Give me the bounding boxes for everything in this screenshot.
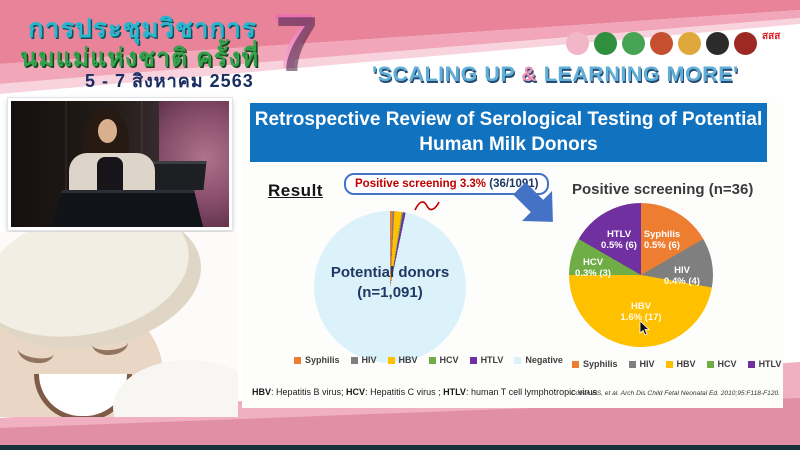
legend-swatch xyxy=(747,360,755,368)
baby-photo xyxy=(0,232,238,417)
stage-panel-line xyxy=(65,101,67,227)
video-frame xyxy=(11,101,229,227)
slice-label-hcv: HCV 0.3% (3) xyxy=(575,257,611,280)
slide-title: Retrospective Review of Serological Test… xyxy=(250,103,767,163)
legend-swatch xyxy=(706,360,714,368)
presenter-video xyxy=(8,98,232,230)
slice-label-syphilis: Syphilis 0.5% (6) xyxy=(643,229,681,252)
legend-item-negative: Negative xyxy=(514,355,563,365)
legend-swatch xyxy=(387,356,395,364)
legend-swatch xyxy=(665,360,673,368)
conference-date: 5 - 7 สิงหาคม 2563 xyxy=(85,71,254,91)
result-heading: Result xyxy=(268,181,323,200)
thai-health-logo: สสส xyxy=(762,31,781,42)
pie1-center-label: Potential donors (n=1,091) xyxy=(330,264,450,301)
arrow-down-right-icon xyxy=(513,182,553,222)
presenter-face xyxy=(98,119,117,143)
legend-swatch xyxy=(469,356,477,364)
pie2-title: Positive screening (n=36) xyxy=(572,181,754,198)
positive-screening-callout: Positive screening 3.3% (36/1091) xyxy=(344,173,550,195)
conference-title-line1: การประชุมวิชาการ xyxy=(28,13,257,43)
presentation-slide: Retrospective Review of Serological Test… xyxy=(242,97,783,408)
citation: Cohen RS, et al. Arch Dis Child Fetal Ne… xyxy=(570,390,780,397)
legend-item-syphilis: Syphilis xyxy=(294,355,340,365)
legend-item-hbv: HBV xyxy=(665,359,696,369)
royal-college-logo xyxy=(650,32,673,55)
legend-item-hbv: HBV xyxy=(387,355,418,365)
legend-item-htlv: HTLV xyxy=(469,355,503,365)
legend-swatch xyxy=(514,356,522,364)
legend-item-htlv: HTLV xyxy=(747,359,781,369)
legend-item-hiv: HIV xyxy=(350,355,377,365)
bottom-dark-bar xyxy=(0,445,800,450)
slice-label-hiv: HIV 0.4% (4) xyxy=(664,265,700,288)
legend-swatch xyxy=(572,360,579,368)
conference-title-line2: นมแม่แห่งชาติ ครั้งที่ xyxy=(20,44,259,72)
legend-item-hcv: HCV xyxy=(706,359,737,369)
nursing-council-logo xyxy=(734,32,757,55)
public-health-ministry-logo xyxy=(622,32,645,55)
legend-swatch xyxy=(350,356,358,364)
legend-item-hcv: HCV xyxy=(428,355,459,365)
legend-swatch xyxy=(628,360,636,368)
callout-highlight: Positive screening 3.3% xyxy=(355,178,487,190)
legend-item-syphilis: Syphilis xyxy=(572,359,618,369)
slide-footnote: HBV: Hepatitis B virus; HCV: Hepatitis C… xyxy=(252,387,598,397)
edition-number: 7 xyxy=(272,0,316,85)
callout-pointer-brace xyxy=(414,201,440,211)
university-emblem-logo xyxy=(706,32,729,55)
legend-potential-donors: Syphilis HIV HBV HCV HTLV Negative xyxy=(294,355,563,365)
conference-tagline: 'SCALING UP & LEARNING MORE' xyxy=(372,62,739,86)
breastfeeding-foundation-logo xyxy=(566,32,589,55)
slice-label-htlv: HTLV 0.5% (6) xyxy=(601,229,637,252)
legend-swatch xyxy=(428,356,436,364)
organizer-logos: สสส xyxy=(566,32,780,55)
health-department-logo xyxy=(594,32,617,55)
pediatric-society-logo xyxy=(678,32,701,55)
mouse-cursor-icon xyxy=(639,321,650,336)
pie-chart-positive-screening: Syphilis 0.5% (6) HIV 0.4% (4) HBV 1.6% (17) H… xyxy=(569,203,713,347)
legend-item-hiv: HIV xyxy=(628,359,655,369)
podium xyxy=(53,190,203,227)
pie-chart-potential-donors: Potential donors (n=1,091) xyxy=(314,211,466,363)
slice-label-hbv: HBV 1.6% (17) xyxy=(620,301,662,324)
legend-positive-screening: Syphilis HIV HBV HCV HTLV xyxy=(572,359,781,369)
legend-swatch xyxy=(294,356,301,364)
